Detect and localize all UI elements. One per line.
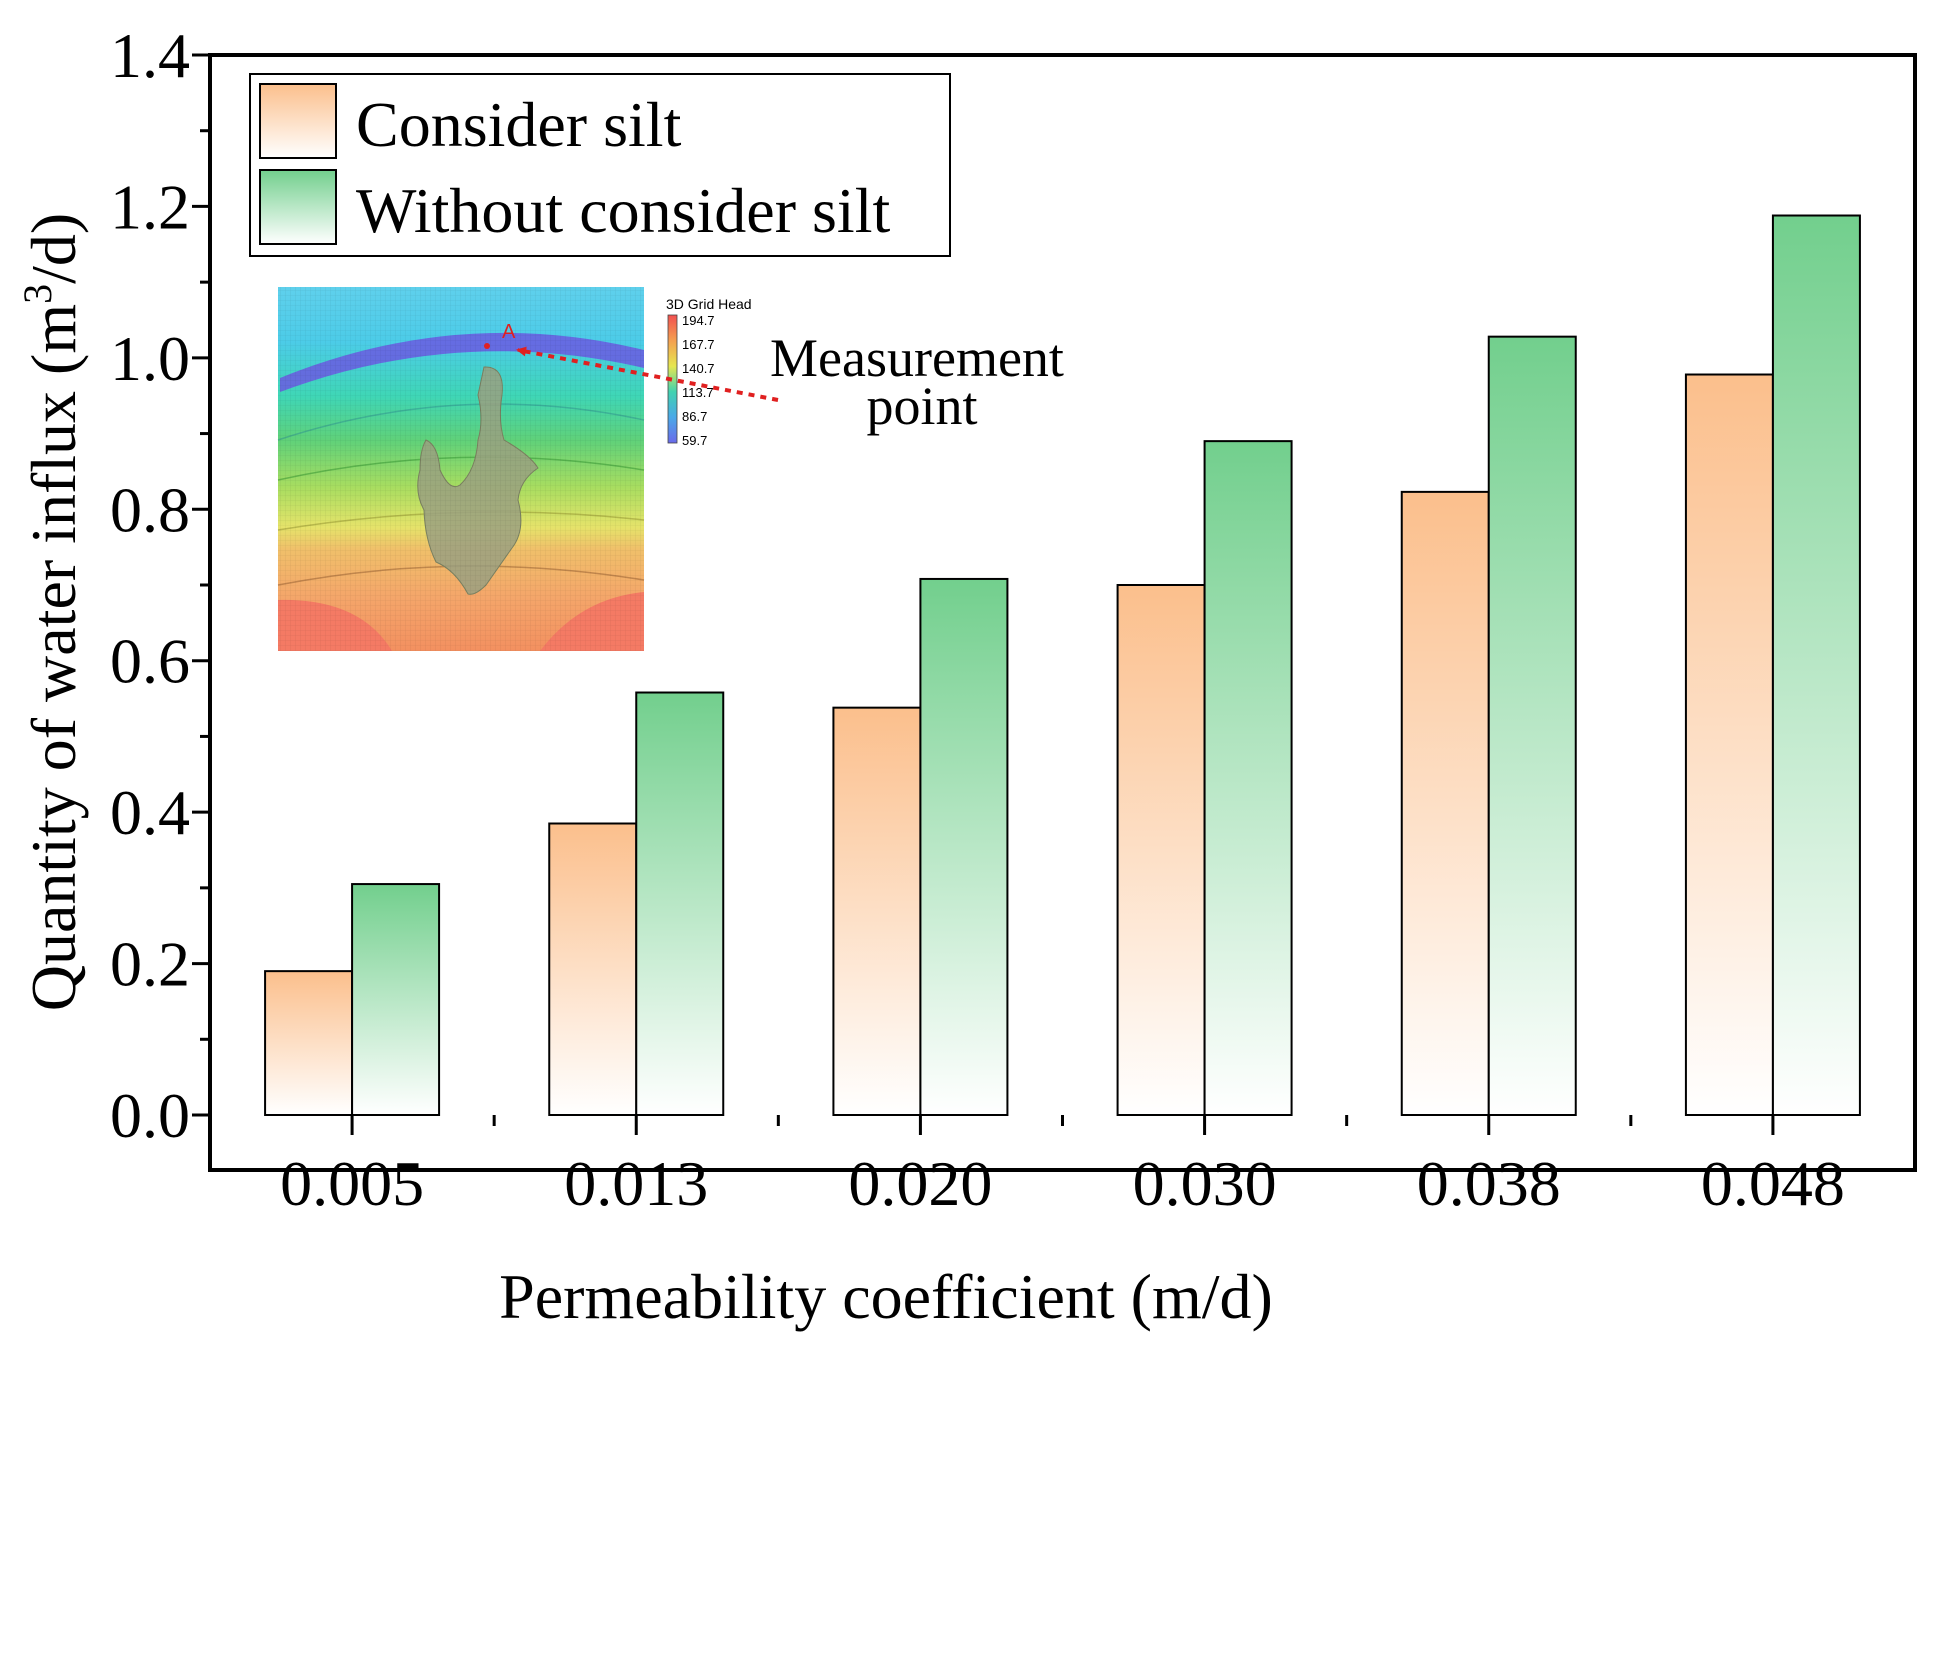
y-tick-label: 1.4 — [110, 20, 190, 91]
y-tick-label: 0.6 — [110, 626, 190, 697]
annotation-label-line1: Measurement — [770, 328, 1064, 388]
y-axis-label-prefix: Quantity of water influx (m — [18, 304, 89, 1011]
bar-consider-silt-0.013 — [548, 822, 638, 1116]
x-tick-label: 0.038 — [1417, 1148, 1561, 1219]
annotation-arrow — [516, 346, 779, 402]
bar-consider-silt-0.020 — [832, 706, 922, 1117]
x-axis-label: Permeability coefficient (m/d) — [499, 1261, 1273, 1332]
y-tick-label: 0.4 — [110, 777, 190, 848]
bar-consider-silt-0.048 — [1684, 373, 1774, 1116]
bar-without-consider-silt-0.030 — [1203, 440, 1293, 1116]
bar-without-consider-silt-0.013 — [635, 691, 725, 1116]
legend: Consider silt Without consider silt — [249, 73, 951, 257]
measurement-annotation: Measurement point — [516, 328, 1064, 436]
y-axis-label-superscript: 3 — [15, 284, 60, 304]
axis-ticks: 0.005 0.013 0.020 0.030 0.038 0.048 0.0 0.2 0.4 0… — [110, 20, 1845, 1219]
y-tick-label: 0.2 — [110, 929, 190, 1000]
inset-grid — [278, 287, 644, 651]
y-tick-label: 0.8 — [110, 474, 190, 545]
inset-legend-value: 86.7 — [682, 409, 707, 424]
bar-without-consider-silt-0.048 — [1771, 214, 1861, 1116]
bar-consider-silt-0.005 — [264, 970, 354, 1117]
legend-label-without-consider-silt: Without consider silt — [356, 175, 890, 246]
legend-label-consider-silt: Consider silt — [356, 89, 682, 160]
legend-swatch-consider-silt — [259, 83, 337, 159]
bar-consider-silt-0.038 — [1400, 490, 1490, 1117]
bar-without-consider-silt-0.038 — [1487, 335, 1577, 1116]
inset-legend-value: 113.7 — [682, 385, 714, 400]
bar-consider-silt-0.030 — [1116, 584, 1206, 1116]
legend-box — [249, 73, 951, 257]
inset-measurement-point — [484, 343, 490, 349]
inset-legend-title: 3D Grid Head — [666, 296, 752, 312]
inset-figure: A 3D Grid Head 194.7 167.7 140.7 113.7 86.7 5… — [277, 287, 752, 651]
x-tick-label: 0.013 — [564, 1148, 708, 1219]
y-tick-label: 1.2 — [110, 171, 190, 242]
legend-swatch-without-consider-silt — [259, 169, 337, 245]
inset-point-label: A — [502, 321, 516, 343]
bar-without-consider-silt-0.020 — [919, 577, 1009, 1116]
inset-legend-value: 140.7 — [682, 361, 715, 376]
y-tick-label: 0.0 — [110, 1080, 190, 1151]
x-tick-label: 0.020 — [848, 1148, 992, 1219]
bar-without-consider-silt-0.005 — [351, 883, 441, 1116]
y-tick-label: 1.0 — [110, 323, 190, 394]
plot-frame — [208, 53, 1917, 1172]
inset-legend-value: 194.7 — [682, 313, 715, 328]
inset-legend-values: 194.7 167.7 140.7 113.7 86.7 59.7 — [682, 313, 715, 448]
x-tick-label: 0.030 — [1133, 1148, 1277, 1219]
y-axis-label: Quantity of water influx (m3/d) — [15, 213, 89, 1011]
x-tick-label: 0.048 — [1701, 1148, 1845, 1219]
bars-layer — [264, 214, 1861, 1117]
annotation-label-line2: point — [866, 376, 977, 436]
x-tick-label: 0.005 — [280, 1148, 424, 1219]
inset-legend-value: 167.7 — [682, 337, 715, 352]
y-axis-label-suffix: /d) — [18, 213, 89, 284]
inset-legend-value: 59.7 — [682, 433, 707, 448]
